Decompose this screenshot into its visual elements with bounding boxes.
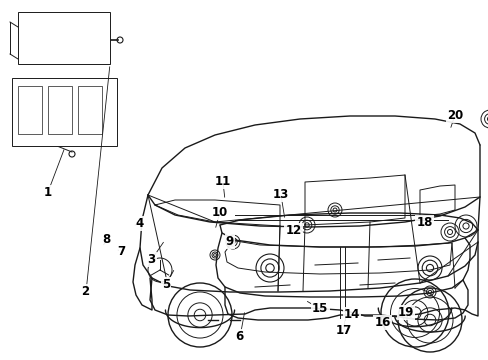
Text: 15: 15 <box>311 302 328 315</box>
Text: 16: 16 <box>373 316 390 329</box>
Text: 8: 8 <box>102 233 110 246</box>
Text: 9: 9 <box>225 235 233 248</box>
Text: 18: 18 <box>415 216 432 229</box>
Text: 11: 11 <box>214 175 230 188</box>
Text: 14: 14 <box>343 309 360 321</box>
Bar <box>78 86 102 134</box>
Text: 20: 20 <box>446 109 462 122</box>
Bar <box>18 86 42 134</box>
Bar <box>18 12 110 64</box>
Text: 7: 7 <box>117 246 125 258</box>
Text: 13: 13 <box>272 188 289 201</box>
Text: 6: 6 <box>235 330 243 343</box>
Bar <box>48 86 72 134</box>
Text: 12: 12 <box>285 224 301 237</box>
Text: 17: 17 <box>335 324 351 337</box>
Bar <box>12 78 117 146</box>
Text: 19: 19 <box>397 306 413 319</box>
Text: 3: 3 <box>147 253 155 266</box>
Text: 4: 4 <box>135 217 143 230</box>
Text: 2: 2 <box>81 285 89 298</box>
Text: 10: 10 <box>211 206 228 219</box>
Text: 5: 5 <box>162 278 170 291</box>
Text: 1: 1 <box>44 186 52 199</box>
